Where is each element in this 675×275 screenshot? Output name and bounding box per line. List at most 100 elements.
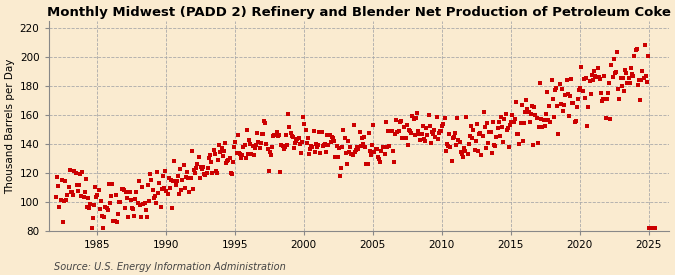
Point xyxy=(623,76,634,80)
Point xyxy=(95,207,105,211)
Point xyxy=(562,92,573,96)
Point xyxy=(116,187,127,192)
Point xyxy=(551,86,562,90)
Point xyxy=(378,145,389,149)
Point xyxy=(285,131,296,136)
Point xyxy=(415,138,426,142)
Point xyxy=(176,188,187,192)
Point xyxy=(224,156,235,160)
Point xyxy=(485,130,496,134)
Point xyxy=(129,214,140,218)
Point xyxy=(592,65,603,70)
Point xyxy=(529,104,540,109)
Point xyxy=(481,146,491,150)
Point xyxy=(368,123,379,127)
Point xyxy=(325,139,336,144)
Point xyxy=(611,70,622,74)
Point xyxy=(59,198,70,203)
Point xyxy=(418,136,429,141)
Point xyxy=(373,155,383,160)
Point xyxy=(55,198,66,202)
Point xyxy=(521,98,532,103)
Point xyxy=(88,203,99,208)
Point xyxy=(461,115,472,120)
Point xyxy=(508,120,519,124)
Point xyxy=(177,178,188,182)
Point xyxy=(482,121,493,125)
Point xyxy=(340,136,350,141)
Point xyxy=(221,161,232,165)
Point xyxy=(356,135,367,140)
Point xyxy=(595,77,605,81)
Point xyxy=(512,132,522,136)
Point xyxy=(230,140,241,144)
Point xyxy=(526,104,537,109)
Point xyxy=(433,130,444,135)
Point xyxy=(283,112,294,116)
Point xyxy=(353,147,364,151)
Point xyxy=(374,156,385,161)
Point xyxy=(196,165,207,169)
Point xyxy=(383,129,394,133)
Point xyxy=(469,147,480,152)
Point xyxy=(109,219,120,223)
Point xyxy=(397,136,408,140)
Point xyxy=(464,134,475,138)
Point xyxy=(354,130,365,134)
Point xyxy=(476,153,487,157)
Point xyxy=(262,147,273,151)
Point xyxy=(273,134,284,138)
Point xyxy=(404,127,414,132)
Point xyxy=(402,122,412,127)
Point xyxy=(522,106,533,111)
Point xyxy=(458,155,468,160)
Point xyxy=(387,149,398,153)
Point xyxy=(98,226,109,230)
Point xyxy=(155,204,166,209)
Point xyxy=(92,193,103,198)
Point xyxy=(466,123,477,128)
Point xyxy=(483,141,493,145)
Point xyxy=(423,113,434,117)
Point xyxy=(227,172,238,176)
Point xyxy=(471,122,482,127)
Point xyxy=(470,139,481,143)
Point xyxy=(536,117,547,121)
Point xyxy=(290,141,300,145)
Point xyxy=(302,136,313,141)
Point xyxy=(215,150,226,154)
Point xyxy=(637,69,648,73)
Point xyxy=(599,73,610,78)
Point xyxy=(431,114,442,119)
Point xyxy=(606,63,617,68)
Point xyxy=(130,196,140,201)
Point xyxy=(475,131,486,136)
Point xyxy=(371,146,381,151)
Point xyxy=(147,188,158,192)
Point xyxy=(504,145,514,150)
Y-axis label: Thousand Barrels per Day: Thousand Barrels per Day xyxy=(5,59,16,194)
Point xyxy=(559,103,570,108)
Point xyxy=(487,120,498,125)
Point xyxy=(316,130,327,134)
Point xyxy=(487,150,497,155)
Point xyxy=(314,130,325,134)
Point xyxy=(626,66,637,70)
Point xyxy=(259,119,269,123)
Point xyxy=(495,115,506,119)
Point xyxy=(574,88,585,92)
Point xyxy=(320,142,331,146)
Point xyxy=(159,185,169,190)
Point xyxy=(492,126,503,131)
Point xyxy=(286,134,297,138)
Point xyxy=(427,130,437,134)
Point xyxy=(199,172,210,176)
Point xyxy=(422,133,433,138)
Point xyxy=(72,189,83,193)
Point xyxy=(301,141,312,145)
Point xyxy=(194,176,205,180)
Point xyxy=(417,124,428,128)
Point xyxy=(308,129,319,133)
Point xyxy=(240,155,251,160)
Point xyxy=(101,206,112,211)
